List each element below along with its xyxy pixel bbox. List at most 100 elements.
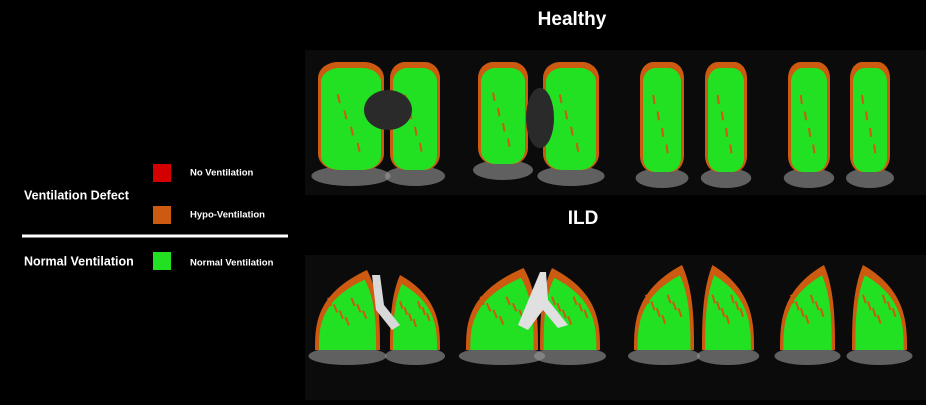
hypo-streak <box>886 301 892 311</box>
hypo-streak <box>417 300 422 310</box>
hypo-streak <box>583 309 589 319</box>
lung <box>393 68 437 170</box>
hypo-streak <box>419 142 423 152</box>
hypo-streak <box>356 304 362 313</box>
lung <box>853 68 887 172</box>
hypo-streak <box>421 306 426 316</box>
hypo-streak <box>814 301 820 311</box>
hypo-streak <box>656 111 660 121</box>
hypo-streak <box>819 308 825 318</box>
hypo-streak <box>338 310 344 320</box>
hypo-streak <box>497 107 501 117</box>
hypo-streak <box>414 126 418 136</box>
hypo-streak <box>344 316 350 326</box>
body-signal <box>846 347 913 365</box>
hypo-streak <box>650 301 656 311</box>
hypo-streak <box>362 310 368 320</box>
body-signal <box>385 347 445 365</box>
hypo-streak <box>556 302 562 312</box>
hypo-streak <box>645 294 650 304</box>
body-signal <box>534 347 606 365</box>
hypo-streak <box>871 308 877 318</box>
lung <box>791 68 827 172</box>
hypo-streak <box>809 294 815 304</box>
hypo-streak <box>720 308 726 318</box>
hypo-streak <box>862 294 867 304</box>
hypo-streak <box>711 294 716 304</box>
hypo-streak <box>804 314 810 324</box>
airway <box>364 90 412 130</box>
lung <box>321 68 381 170</box>
hypo-streak <box>498 315 505 325</box>
legend-swatch <box>153 164 171 182</box>
hypo-streak <box>716 94 720 104</box>
hypo-streak <box>729 144 733 154</box>
hypo-streak <box>507 138 511 147</box>
lung <box>546 68 596 170</box>
hypo-streak <box>799 308 805 318</box>
hypo-streak <box>336 94 341 104</box>
body-signal <box>473 160 533 180</box>
hypo-streak <box>399 300 404 310</box>
hypo-streak <box>861 94 865 104</box>
lung <box>783 275 832 350</box>
hypo-streak <box>866 301 872 311</box>
hypo-streak <box>891 308 897 318</box>
hypo-streak <box>725 314 730 324</box>
lung <box>708 68 744 172</box>
hypo-streak <box>799 94 803 104</box>
hypo-streak <box>327 297 333 307</box>
lung <box>705 275 751 350</box>
hypo-streak <box>479 296 485 306</box>
body-signal <box>308 347 387 365</box>
hypo-streak <box>734 301 740 311</box>
hypo-streak <box>492 309 498 319</box>
hypo-streak <box>350 297 356 307</box>
legend-swatch <box>153 252 171 270</box>
hypo-streak <box>803 111 808 121</box>
hypo-streak <box>567 316 573 325</box>
legend-swatch <box>153 206 171 224</box>
hypo-streak <box>558 94 563 104</box>
hypo-streak <box>332 304 339 313</box>
legend-item-label: Hypo-Ventilation <box>190 210 265 221</box>
hypo-streak <box>794 301 800 311</box>
body-signal <box>783 168 835 188</box>
hypo-streak <box>808 127 812 137</box>
body-signal <box>628 347 700 365</box>
hypo-streak <box>426 312 431 322</box>
hypo-streak <box>716 301 721 311</box>
hypo-streak <box>502 123 506 132</box>
body-signal <box>846 168 894 188</box>
hypo-streak <box>356 142 361 152</box>
hypo-streak <box>551 296 556 306</box>
hypo-streak <box>412 318 417 328</box>
legend-item-label: No Ventilation <box>190 168 254 179</box>
hypo-streak <box>812 144 816 154</box>
hypo-streak <box>652 94 656 104</box>
hypo-streak <box>505 296 511 306</box>
hypo-streak <box>485 302 492 312</box>
hypo-streak <box>672 301 677 311</box>
body-signal <box>385 166 445 186</box>
hypo-streak <box>730 294 735 304</box>
hypo-streak <box>575 142 580 152</box>
hypo-streak <box>873 144 877 154</box>
hypo-streak <box>408 312 413 322</box>
lung-images <box>308 62 913 365</box>
hypo-streak <box>492 92 496 101</box>
hypo-streak <box>578 302 583 312</box>
hypo-streak <box>790 294 795 304</box>
hypo-streak <box>561 309 567 319</box>
hypo-streak <box>661 314 667 324</box>
body-signal <box>696 347 760 365</box>
body-signal <box>311 166 391 186</box>
hypo-streak <box>343 110 348 120</box>
body-signal <box>700 168 752 188</box>
body-signal <box>537 166 605 186</box>
legend-group-label: Ventilation Defect <box>24 188 130 202</box>
body-signal <box>774 347 841 365</box>
airway <box>526 88 554 148</box>
hypo-streak <box>661 127 665 137</box>
lung <box>637 275 691 350</box>
